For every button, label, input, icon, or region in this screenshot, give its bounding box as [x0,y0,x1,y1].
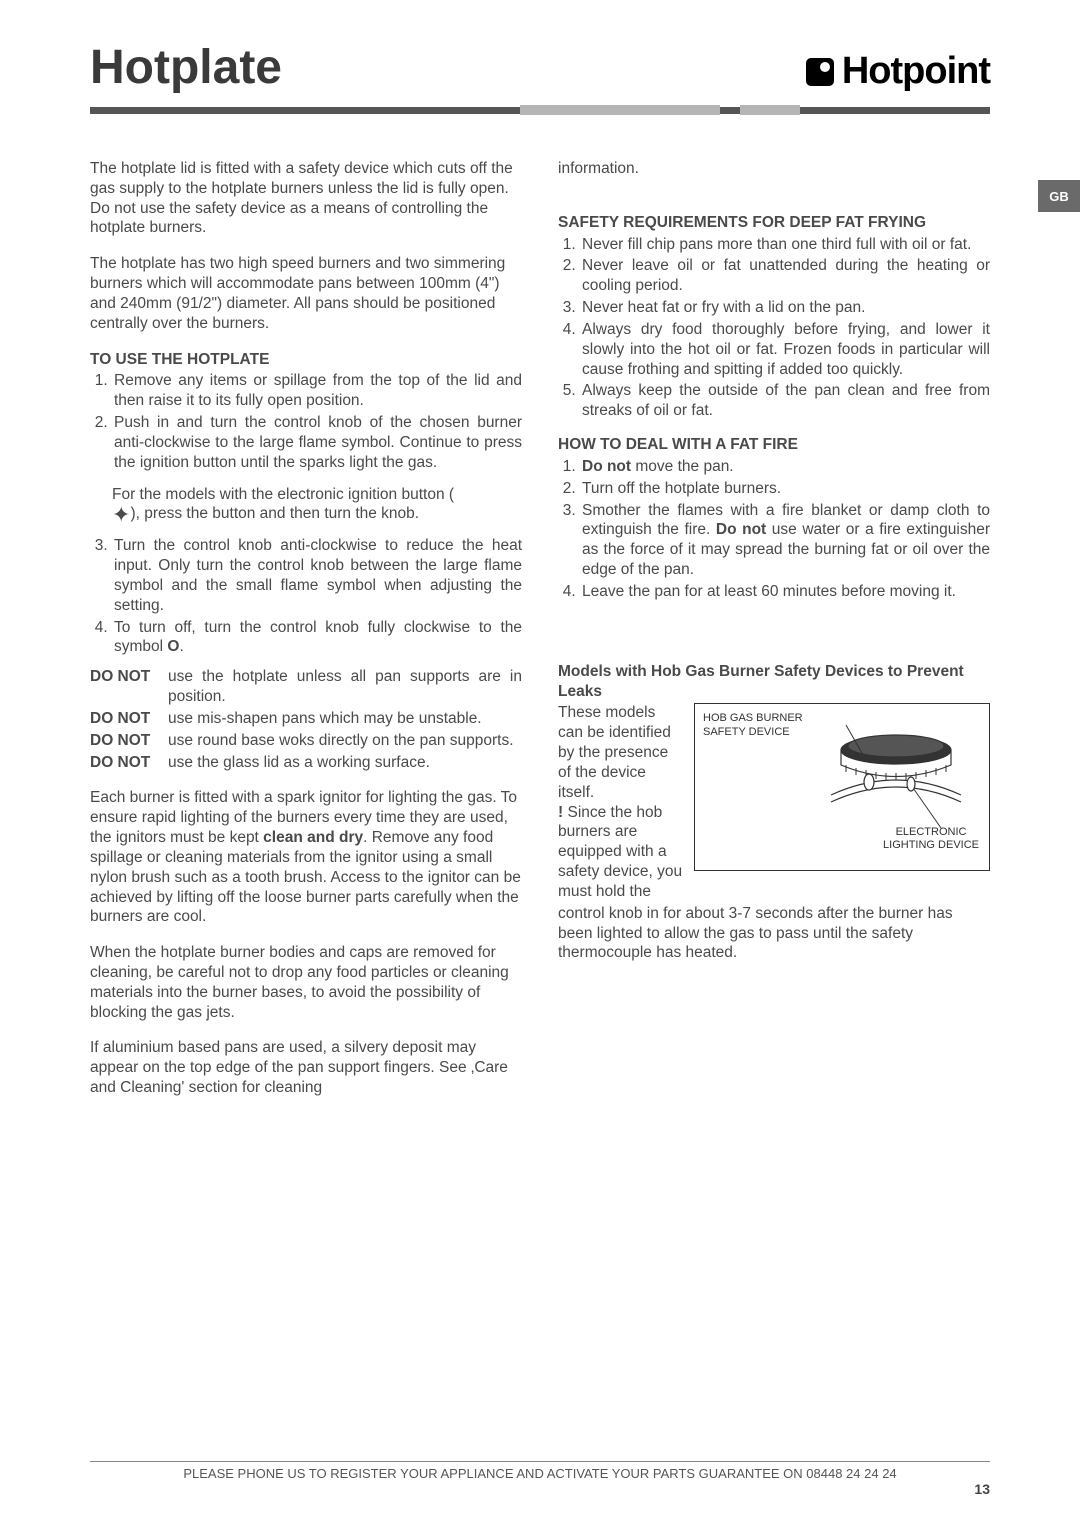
list-item: Turn off the hotplate burners. [580,479,990,499]
table-row: DO NOT use the glass lid as a working su… [90,753,522,773]
donot-label: DO NOT [90,667,154,707]
note-text: ), press the button and then turn the kn… [130,505,419,522]
brand-logo: Hotpoint [806,50,990,93]
list-item: Remove any items or spillage from the to… [112,371,522,411]
diagram-label: ELECTRONIC LIGHTING DEVICE [883,826,979,852]
use-list-cont: Turn the control knob anti-clockwise to … [90,536,522,657]
table-row: DO NOT use round base woks directly on t… [90,731,522,751]
list-text: move the pan. [631,458,734,475]
bold-text: Do not [582,458,631,475]
section-heading: TO USE THE HOTPLATE [90,350,522,370]
page-title: Hotplate [90,40,282,95]
table-row: DO NOT use the hotplate unless all pan s… [90,667,522,707]
rule-segment [520,105,720,115]
donot-label: DO NOT [90,753,154,773]
label-text: LIGHTING DEVICE [883,839,979,851]
brand-icon [806,58,834,86]
donot-table: DO NOT use the hotplate unless all pan s… [90,667,522,772]
list-item: Never leave oil or fat unattended during… [580,256,990,296]
list-item: Never heat fat or fry with a lid on the … [580,298,990,318]
use-list: Remove any items or spillage from the to… [90,371,522,472]
list-item: Always keep the outside of the pan clean… [580,381,990,421]
safety-list: Never fill chip pans more than one third… [558,235,990,421]
safety-device-block: These models can be identified by the pr… [558,703,990,901]
label-text: SAFETY DEVICE [703,726,790,738]
safety-device-continuation: control knob in for about 3-7 seconds af… [558,904,990,963]
section-heading: SAFETY REQUIREMENTS FOR DEEP FAT FRYING [558,213,990,233]
burner-icon [811,710,981,840]
donot-text: use the glass lid as a working surface. [168,753,522,773]
aluminium-para: If aluminium based pans are used, a silv… [90,1038,522,1097]
cleaning-para: When the hotplate burner bodies and caps… [90,943,522,1022]
content-columns: The hotplate lid is fitted with a safety… [90,159,990,1098]
ignitor-para: Each burner is fitted with a spark ignit… [90,788,522,927]
donot-text: use round base woks directly on the pan … [168,731,522,751]
donot-label: DO NOT [90,731,154,751]
info-continuation: information. [558,159,990,179]
list-item: Never fill chip pans more than one third… [580,235,990,255]
brand-text: Hotpoint [842,50,990,93]
label-text: HOB GAS BURNER [703,712,803,724]
para-text: Since the hob burners are equipped with … [558,804,682,900]
list-item: Always dry food thoroughly before frying… [580,320,990,379]
donot-text: use mis-shapen pans which may be unstabl… [168,709,522,729]
safety-device-text: These models can be identified by the pr… [558,703,684,901]
diagram-label: HOB GAS BURNER SAFETY DEVICE [703,712,803,738]
list-item: Leave the pan for at least 60 minutes be… [580,582,990,602]
footer-text: PLEASE PHONE US TO REGISTER YOUR APPLIAN… [90,1461,990,1481]
page-footer: PLEASE PHONE US TO REGISTER YOUR APPLIAN… [90,1461,990,1497]
intro-para: The hotplate has two high speed burners … [90,254,522,333]
symbol-o: O [167,638,179,655]
note-text: For the models with the electronic ignit… [112,486,454,503]
list-item: To turn off, turn the control knob fully… [112,618,522,658]
bold-text: Do not [716,521,766,538]
donot-label: DO NOT [90,709,154,729]
language-tab: GB [1038,180,1080,212]
burner-diagram: HOB GAS BURNER SAFETY DEVICE [694,703,990,871]
header-rule [90,105,990,115]
header: Hotplate Hotpoint [90,40,990,95]
label-text: ELECTRONIC [896,826,967,838]
para-text: These models can be identified by the pr… [558,704,671,800]
ignition-note: For the models with the electronic ignit… [112,485,522,525]
left-column: The hotplate lid is fitted with a safety… [90,159,522,1098]
page: Hotplate Hotpoint The hotplate lid is fi… [0,0,1080,1098]
section-heading: HOW TO DEAL WITH A FAT FIRE [558,435,990,455]
list-item: Push in and turn the control knob of the… [112,413,522,472]
table-row: DO NOT use mis-shapen pans which may be … [90,709,522,729]
bold-text: clean and dry [263,829,363,846]
page-number: 13 [90,1481,990,1497]
list-item: Turn the control knob anti-clockwise to … [112,536,522,615]
rule-segment [740,105,800,115]
donot-text: use the hotplate unless all pan supports… [168,667,522,707]
intro-para: The hotplate lid is fitted with a safety… [90,159,522,238]
list-item: Do not move the pan. [580,457,990,477]
fire-list: Do not move the pan. Turn off the hotpla… [558,457,990,602]
right-column: information. SAFETY REQUIREMENTS FOR DEE… [558,159,990,1098]
list-item: Smother the flames with a fire blanket o… [580,501,990,580]
section-heading: Models with Hob Gas Burner Safety Device… [558,662,990,702]
